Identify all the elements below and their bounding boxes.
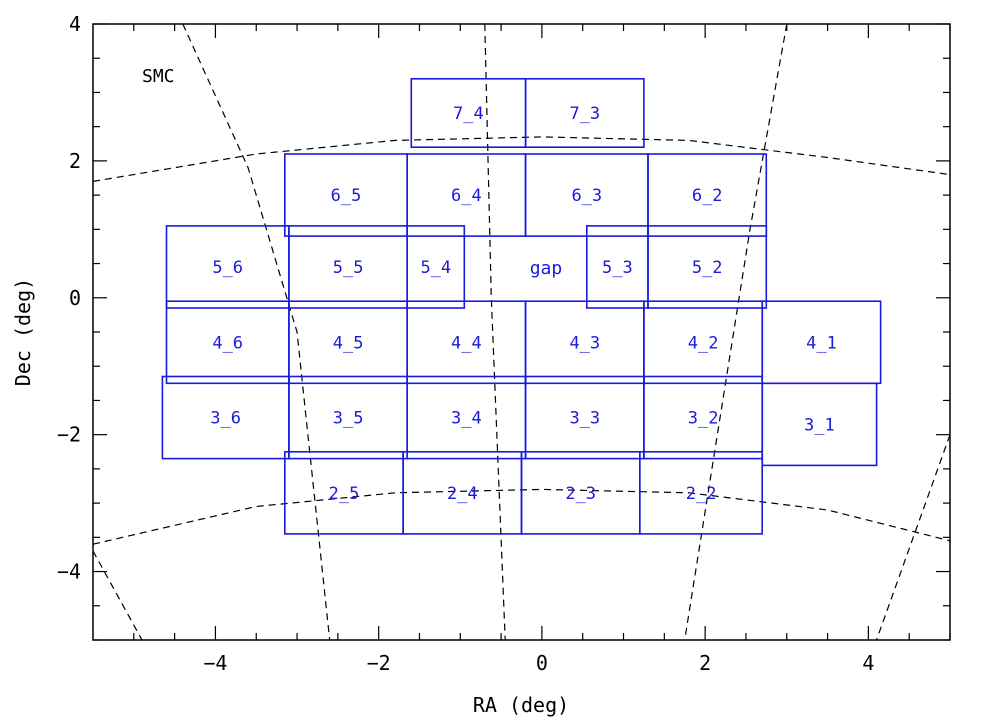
tile-label-3_2: 3_2	[688, 409, 719, 429]
tile-label-4_3: 4_3	[569, 333, 600, 353]
grid-line-0	[182, 24, 331, 640]
tile-label-3_1: 3_1	[804, 415, 835, 435]
tile-label-3_6: 3_6	[210, 409, 241, 429]
x-axis-label: RA (deg)	[473, 693, 569, 717]
y-tick-label: 0	[69, 286, 81, 310]
tile-label-2_5: 2_5	[329, 484, 360, 504]
annotation-smc: SMC	[142, 66, 175, 87]
plot-frame	[92, 23, 951, 641]
tile-label-2_3: 2_3	[565, 484, 596, 504]
x-axis-ticks: −4 −2 0 2 4	[133, 24, 951, 675]
y-tick-label: 2	[69, 149, 81, 173]
y-tick-label: −2	[57, 423, 81, 447]
tile-label-5_5: 5_5	[333, 258, 364, 278]
tile-label-7_3: 7_3	[569, 104, 600, 124]
tile-5_2	[647, 225, 768, 309]
x-tick-label: −2	[367, 651, 391, 675]
tile-label-6_2: 6_2	[692, 186, 723, 206]
x-tick-label: 2	[699, 651, 711, 675]
annotations: SMC gap	[142, 66, 562, 279]
tile-label-5_6: 5_6	[212, 258, 243, 278]
x-tick-label: 4	[862, 651, 874, 675]
tile-label-5_3: 5_3	[602, 258, 633, 278]
grid-line-2	[684, 24, 788, 640]
grid-line-5	[93, 550, 143, 640]
tile-footprints	[161, 78, 882, 535]
tile-label-7_4: 7_4	[453, 104, 484, 124]
y-tick-label: −4	[57, 560, 81, 584]
tile-label-4_1: 4_1	[806, 333, 837, 353]
tile-label-6_4: 6_4	[451, 186, 482, 206]
tile-labels: 7_4 7_3 6_5 6_4 6_3 6_2 5_6 5_5 5_4 5_3 5_2 4_6 4_5 4…	[210, 104, 837, 504]
tile-6_2	[647, 153, 768, 237]
y-axis-ticks: −4 −2 0 2 4	[57, 12, 950, 641]
y-tick-label: 4	[69, 12, 81, 36]
tile-label-6_5: 6_5	[331, 186, 362, 206]
x-tick-label: 0	[536, 651, 548, 675]
tile-5_4	[406, 225, 466, 309]
grid-line-1	[484, 24, 506, 640]
tile-label-3_4: 3_4	[451, 409, 482, 429]
tile-label-4_4: 4_4	[451, 333, 482, 353]
tile-2_2	[638, 450, 763, 535]
tile-label-4_5: 4_5	[333, 333, 364, 353]
axes-frame	[92, 23, 951, 641]
tile-label-4_6: 4_6	[212, 333, 243, 353]
tile-label-3_3: 3_3	[569, 409, 600, 429]
grid-line-3	[93, 136, 950, 182]
coordinate-grid-lines	[93, 24, 950, 640]
tile-3_1	[761, 382, 878, 467]
tile-label-3_5: 3_5	[333, 409, 364, 429]
tile-label-6_3: 6_3	[571, 186, 602, 206]
tile-label-5_4: 5_4	[420, 258, 451, 278]
x-tick-label: −4	[203, 651, 227, 675]
tile-label-2_4: 2_4	[447, 484, 478, 504]
tile-label-4_2: 4_2	[688, 333, 719, 353]
grid-line-6	[875, 434, 950, 640]
tile-7_3	[524, 78, 645, 149]
y-axis-label: Dec (deg)	[11, 278, 35, 386]
annotation-gap: gap	[530, 258, 563, 279]
tile-label-2_2: 2_2	[686, 484, 717, 504]
tile-label-5_2: 5_2	[692, 258, 723, 278]
